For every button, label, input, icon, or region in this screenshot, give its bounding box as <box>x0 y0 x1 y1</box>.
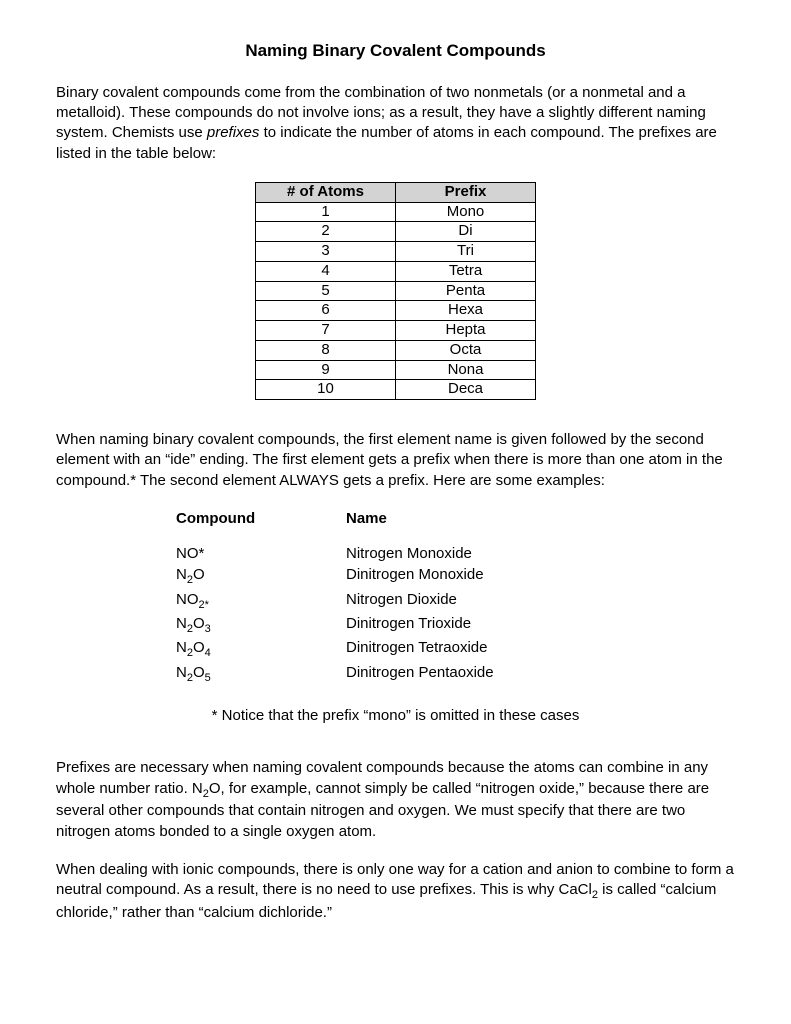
example-row: N2O3Dinitrogen Trioxide <box>176 613 735 637</box>
cell-atoms: 9 <box>256 360 396 380</box>
compound-formula: NO2* <box>176 589 346 613</box>
cell-atoms: 7 <box>256 321 396 341</box>
formula-text: N <box>176 639 187 656</box>
cell-prefix: Di <box>396 222 536 242</box>
cell-prefix: Hepta <box>396 321 536 341</box>
table-row: 1Mono <box>256 202 536 222</box>
example-row: N2O5Dinitrogen Pentaoxide <box>176 662 735 686</box>
example-row: NO* Nitrogen Monoxide <box>176 543 735 564</box>
header-atoms: # of Atoms <box>256 182 396 202</box>
ionic-paragraph: When dealing with ionic compounds, there… <box>56 860 735 923</box>
table-row: 9Nona <box>256 360 536 380</box>
compound-name: Dinitrogen Monoxide <box>346 564 484 588</box>
cell-prefix: Hexa <box>396 301 536 321</box>
formula-subscript: 5 <box>205 672 211 684</box>
formula-subscript: 4 <box>205 647 211 659</box>
formula-text: NO* <box>176 545 204 562</box>
cell-atoms: 10 <box>256 380 396 400</box>
example-row: N2O4Dinitrogen Tetraoxide <box>176 637 735 661</box>
table-row: 2Di <box>256 222 536 242</box>
compound-formula: N2O5 <box>176 662 346 686</box>
cell-prefix: Tri <box>396 242 536 262</box>
cell-atoms: 3 <box>256 242 396 262</box>
compound-formula: N2O3 <box>176 613 346 637</box>
cell-prefix: Penta <box>396 281 536 301</box>
example-row: N2ODinitrogen Monoxide <box>176 564 735 588</box>
table-row: 6Hexa <box>256 301 536 321</box>
formula-text: N <box>176 664 187 681</box>
cell-prefix: Deca <box>396 380 536 400</box>
header-name: Name <box>346 509 387 529</box>
compound-name: Dinitrogen Trioxide <box>346 613 471 637</box>
page-title: Naming Binary Covalent Compounds <box>56 40 735 63</box>
table-row: 3Tri <box>256 242 536 262</box>
table-row: 5Penta <box>256 281 536 301</box>
formula-text: NO <box>176 591 199 608</box>
cell-atoms: 4 <box>256 261 396 281</box>
mono-note: * Notice that the prefix “mono” is omitt… <box>56 706 735 726</box>
intro-paragraph: Binary covalent compounds come from the … <box>56 83 735 164</box>
table-header-row: # of Atoms Prefix <box>256 182 536 202</box>
cell-atoms: 1 <box>256 202 396 222</box>
formula-text: O <box>193 664 205 681</box>
cell-atoms: 8 <box>256 340 396 360</box>
compound-formula: N2O <box>176 564 346 588</box>
cell-prefix: Mono <box>396 202 536 222</box>
compound-name: Dinitrogen Tetraoxide <box>346 637 487 661</box>
header-compound: Compound <box>176 509 346 529</box>
cell-prefix: Nona <box>396 360 536 380</box>
cell-atoms: 6 <box>256 301 396 321</box>
examples-header: Compound Name <box>176 509 735 529</box>
compound-name: Nitrogen Dioxide <box>346 589 457 613</box>
cell-prefix: Tetra <box>396 261 536 281</box>
formula-text: O <box>193 639 205 656</box>
cell-atoms: 2 <box>256 222 396 242</box>
formula-subscript: 3 <box>205 623 211 635</box>
formula-text: O <box>193 615 205 632</box>
formula-text: N <box>176 566 187 583</box>
formula-text: N <box>176 615 187 632</box>
example-row: NO2*Nitrogen Dioxide <box>176 589 735 613</box>
formula-subscript: 2* <box>199 599 209 611</box>
prefixes-necessary-paragraph: Prefixes are necessary when naming coval… <box>56 758 735 842</box>
cell-atoms: 5 <box>256 281 396 301</box>
intro-text-italic: prefixes <box>207 124 260 141</box>
prefix-table: # of Atoms Prefix 1Mono2Di3Tri4Tetra5Pen… <box>255 182 536 400</box>
formula-text: O <box>193 566 205 583</box>
compound-formula: N2O4 <box>176 637 346 661</box>
table-row: 8Octa <box>256 340 536 360</box>
cell-prefix: Octa <box>396 340 536 360</box>
compound-name: Dinitrogen Pentaoxide <box>346 662 494 686</box>
compound-name: Nitrogen Monoxide <box>346 543 472 564</box>
table-row: 10Deca <box>256 380 536 400</box>
table-row: 4Tetra <box>256 261 536 281</box>
compound-formula: NO* <box>176 543 346 564</box>
examples-block: Compound Name NO*Nitrogen MonoxideN2ODin… <box>176 509 735 686</box>
naming-explanation: When naming binary covalent compounds, t… <box>56 430 735 491</box>
table-row: 7Hepta <box>256 321 536 341</box>
header-prefix: Prefix <box>396 182 536 202</box>
